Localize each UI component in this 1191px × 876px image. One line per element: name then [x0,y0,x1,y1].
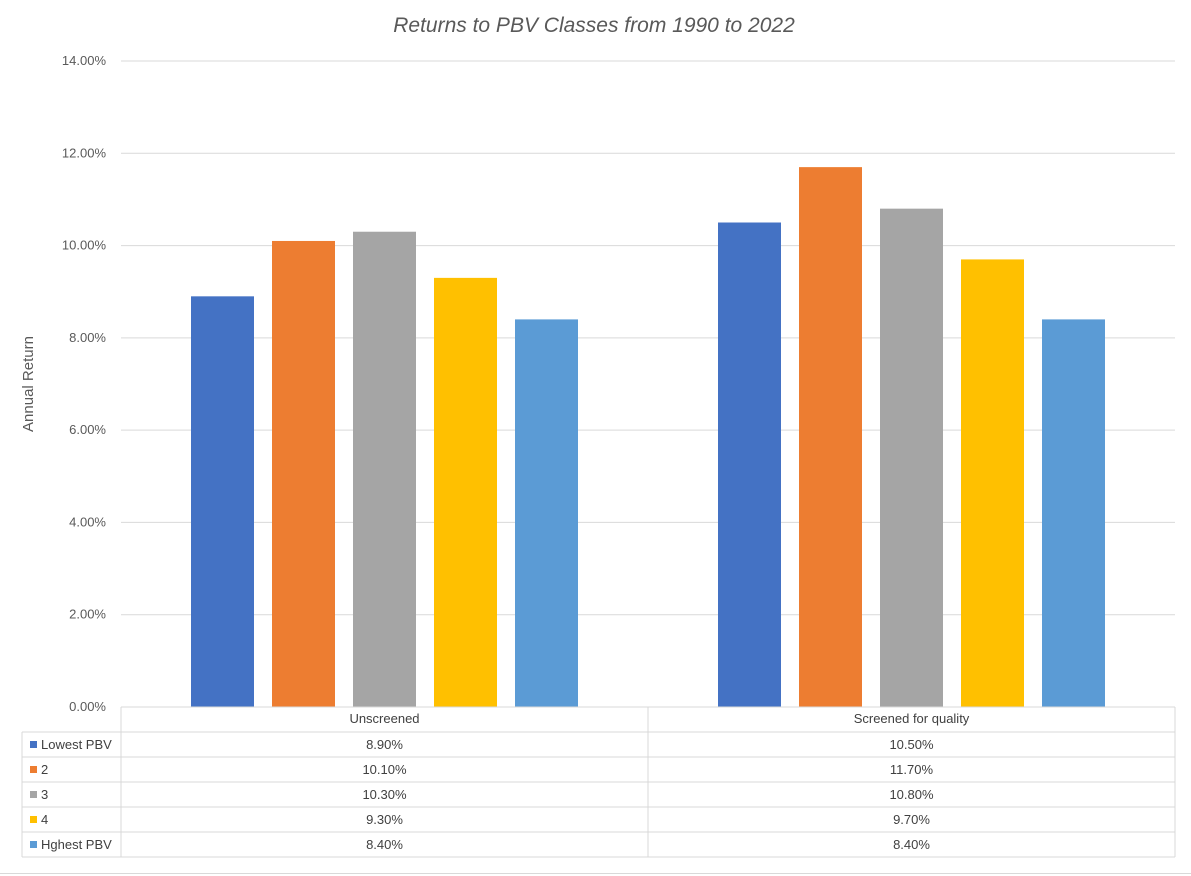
bar-1-2 [718,222,781,707]
bar-2-1 [272,240,335,707]
data-table: Unscreened Screened for quality Lowest PBV… [21,706,1176,858]
bottom-divider [0,873,1191,874]
bar-3-1 [353,231,416,707]
y-tick-label: 4.00% [69,514,106,529]
category-label: Unscreened [349,711,419,726]
legend-swatch [30,841,37,848]
series-name: 3 [41,787,48,802]
bars [191,167,1105,708]
bar-2-2 [799,167,862,708]
y-tick-label: 8.00% [69,330,106,345]
bar-5-1 [515,319,578,707]
data-label: 11.70% [890,762,934,777]
chart-title: Returns to PBV Classes from 1990 to 2022 [393,14,795,37]
series-name: Hghest PBV [41,837,112,852]
y-axis-ticks: 0.00% 2.00% 4.00% 6.00% 8.00% 10.00% 12.00% 14.… [62,53,107,714]
y-tick-label: 6.00% [69,422,106,437]
bar-3-2 [880,208,943,707]
data-label: 8.90% [366,737,403,752]
y-tick-label: 0.00% [69,699,106,714]
y-tick-label: 10.00% [62,238,107,253]
y-tick-label: 14.00% [62,53,107,68]
legend-swatch [30,766,37,773]
series-name: 4 [41,812,48,827]
data-label: 10.10% [362,762,407,777]
series-name: Lowest PBV [41,737,112,752]
legend-swatch [30,791,37,798]
series-name: 2 [41,762,48,777]
legend-swatch [30,741,37,748]
data-label: 8.40% [366,837,403,852]
bar-1-1 [191,296,254,707]
category-label: Screened for quality [854,711,970,726]
data-label: 9.70% [893,812,930,827]
bar-4-1 [434,277,497,707]
data-label: 10.50% [889,737,934,752]
y-tick-label: 2.00% [69,607,106,622]
data-label: 9.30% [366,812,403,827]
bar-5-2 [1042,319,1105,707]
legend-swatch [30,816,37,823]
data-label: 10.30% [362,787,407,802]
y-axis-label: Annual Return [20,336,37,432]
data-label: 10.80% [889,787,934,802]
data-label: 8.40% [893,837,930,852]
y-tick-label: 12.00% [62,145,107,160]
bar-4-2 [961,259,1024,707]
